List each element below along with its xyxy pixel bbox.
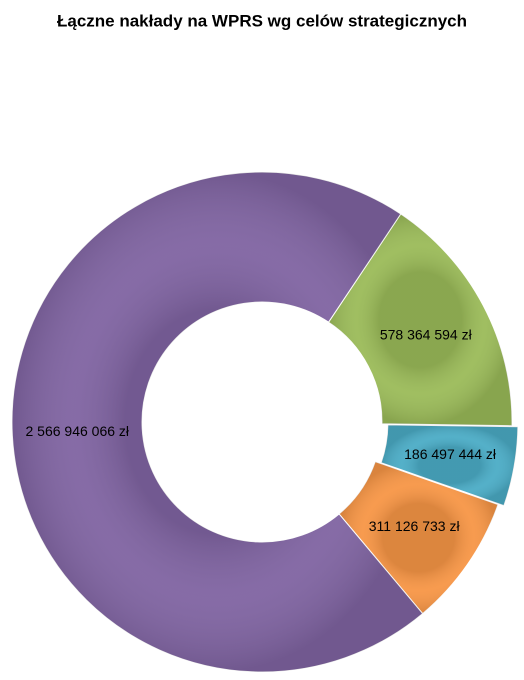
data-label: 186 497 444 zł	[404, 446, 497, 462]
data-label: 311 126 733 zł	[369, 518, 461, 534]
data-label: 578 364 594 zł	[380, 327, 473, 343]
chart-title: Łączne nakłady na WPRS wg celów strategi…	[57, 11, 467, 30]
data-label: 2 566 946 066 zł	[26, 423, 130, 439]
